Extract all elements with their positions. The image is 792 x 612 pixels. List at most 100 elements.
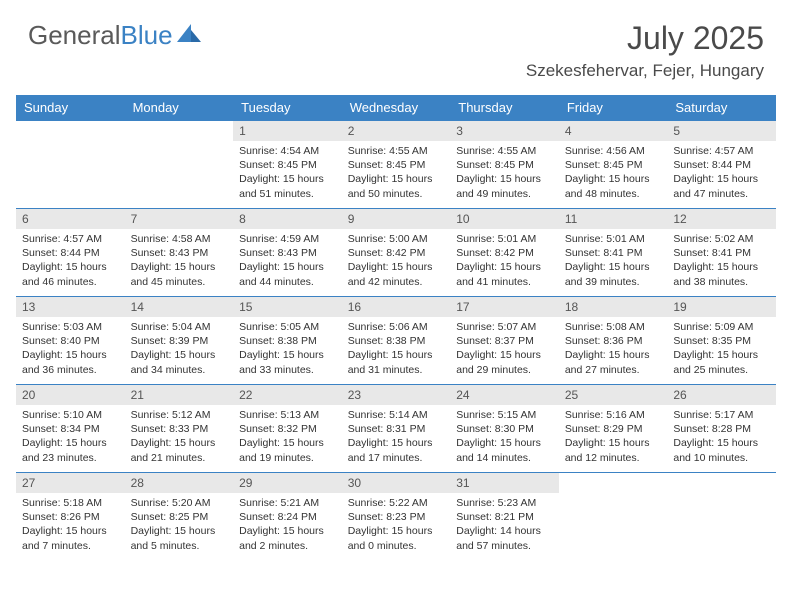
calendar-day-cell: 7Sunrise: 4:58 AMSunset: 8:43 PMDaylight… [125,209,234,297]
day-number: 24 [450,385,559,405]
day-number: 5 [667,121,776,141]
day-details: Sunrise: 5:22 AMSunset: 8:23 PMDaylight:… [342,493,451,556]
day-number: 27 [16,473,125,493]
day-number: 19 [667,297,776,317]
day-number: 23 [342,385,451,405]
day-details: Sunrise: 5:00 AMSunset: 8:42 PMDaylight:… [342,229,451,292]
day-details: Sunrise: 5:04 AMSunset: 8:39 PMDaylight:… [125,317,234,380]
weekday-header: Friday [559,95,668,121]
calendar-week-row: 1Sunrise: 4:54 AMSunset: 8:45 PMDaylight… [16,121,776,209]
day-details: Sunrise: 5:14 AMSunset: 8:31 PMDaylight:… [342,405,451,468]
day-details: Sunrise: 4:57 AMSunset: 8:44 PMDaylight:… [667,141,776,204]
weekday-header: Monday [125,95,234,121]
day-number: 25 [559,385,668,405]
title-block: July 2025 Szekesfehervar, Fejer, Hungary [526,20,764,81]
location-text: Szekesfehervar, Fejer, Hungary [526,61,764,81]
day-number: 11 [559,209,668,229]
calendar-day-cell [16,121,125,209]
day-number: 4 [559,121,668,141]
calendar-day-cell: 5Sunrise: 4:57 AMSunset: 8:44 PMDaylight… [667,121,776,209]
calendar-day-cell: 11Sunrise: 5:01 AMSunset: 8:41 PMDayligh… [559,209,668,297]
calendar-day-cell: 31Sunrise: 5:23 AMSunset: 8:21 PMDayligh… [450,473,559,561]
month-title: July 2025 [526,20,764,57]
day-number: 12 [667,209,776,229]
brand-logo: GeneralBlue [28,20,203,51]
weekday-row: SundayMondayTuesdayWednesdayThursdayFrid… [16,95,776,121]
calendar-day-cell [125,121,234,209]
day-number: 18 [559,297,668,317]
calendar-day-cell: 15Sunrise: 5:05 AMSunset: 8:38 PMDayligh… [233,297,342,385]
calendar-table: SundayMondayTuesdayWednesdayThursdayFrid… [16,95,776,561]
calendar-day-cell: 8Sunrise: 4:59 AMSunset: 8:43 PMDaylight… [233,209,342,297]
calendar-day-cell: 20Sunrise: 5:10 AMSunset: 8:34 PMDayligh… [16,385,125,473]
day-number: 1 [233,121,342,141]
calendar-day-cell: 10Sunrise: 5:01 AMSunset: 8:42 PMDayligh… [450,209,559,297]
calendar-day-cell: 21Sunrise: 5:12 AMSunset: 8:33 PMDayligh… [125,385,234,473]
day-details: Sunrise: 5:03 AMSunset: 8:40 PMDaylight:… [16,317,125,380]
day-details: Sunrise: 4:59 AMSunset: 8:43 PMDaylight:… [233,229,342,292]
day-number: 6 [16,209,125,229]
day-number: 2 [342,121,451,141]
day-number: 8 [233,209,342,229]
day-number: 30 [342,473,451,493]
day-details: Sunrise: 4:55 AMSunset: 8:45 PMDaylight:… [450,141,559,204]
day-number: 26 [667,385,776,405]
day-details: Sunrise: 5:07 AMSunset: 8:37 PMDaylight:… [450,317,559,380]
weekday-header: Thursday [450,95,559,121]
day-number: 22 [233,385,342,405]
weekday-header: Sunday [16,95,125,121]
day-number: 7 [125,209,234,229]
calendar-day-cell: 26Sunrise: 5:17 AMSunset: 8:28 PMDayligh… [667,385,776,473]
day-details: Sunrise: 5:16 AMSunset: 8:29 PMDaylight:… [559,405,668,468]
day-details: Sunrise: 5:05 AMSunset: 8:38 PMDaylight:… [233,317,342,380]
calendar-day-cell: 28Sunrise: 5:20 AMSunset: 8:25 PMDayligh… [125,473,234,561]
day-details: Sunrise: 5:09 AMSunset: 8:35 PMDaylight:… [667,317,776,380]
day-number: 16 [342,297,451,317]
calendar-week-row: 27Sunrise: 5:18 AMSunset: 8:26 PMDayligh… [16,473,776,561]
day-details: Sunrise: 5:13 AMSunset: 8:32 PMDaylight:… [233,405,342,468]
calendar-week-row: 6Sunrise: 4:57 AMSunset: 8:44 PMDaylight… [16,209,776,297]
calendar-day-cell: 27Sunrise: 5:18 AMSunset: 8:26 PMDayligh… [16,473,125,561]
day-details: Sunrise: 5:02 AMSunset: 8:41 PMDaylight:… [667,229,776,292]
day-details: Sunrise: 5:21 AMSunset: 8:24 PMDaylight:… [233,493,342,556]
calendar-day-cell: 4Sunrise: 4:56 AMSunset: 8:45 PMDaylight… [559,121,668,209]
calendar-day-cell: 16Sunrise: 5:06 AMSunset: 8:38 PMDayligh… [342,297,451,385]
calendar-day-cell: 14Sunrise: 5:04 AMSunset: 8:39 PMDayligh… [125,297,234,385]
calendar-head: SundayMondayTuesdayWednesdayThursdayFrid… [16,95,776,121]
day-number: 9 [342,209,451,229]
brand-blue: Blue [121,20,173,51]
day-number: 10 [450,209,559,229]
day-number: 13 [16,297,125,317]
day-details: Sunrise: 4:58 AMSunset: 8:43 PMDaylight:… [125,229,234,292]
day-details: Sunrise: 5:01 AMSunset: 8:41 PMDaylight:… [559,229,668,292]
calendar-day-cell: 2Sunrise: 4:55 AMSunset: 8:45 PMDaylight… [342,121,451,209]
calendar-day-cell: 1Sunrise: 4:54 AMSunset: 8:45 PMDaylight… [233,121,342,209]
weekday-header: Tuesday [233,95,342,121]
calendar-day-cell: 30Sunrise: 5:22 AMSunset: 8:23 PMDayligh… [342,473,451,561]
calendar-day-cell: 25Sunrise: 5:16 AMSunset: 8:29 PMDayligh… [559,385,668,473]
day-details: Sunrise: 5:01 AMSunset: 8:42 PMDaylight:… [450,229,559,292]
day-number: 29 [233,473,342,493]
calendar-day-cell: 17Sunrise: 5:07 AMSunset: 8:37 PMDayligh… [450,297,559,385]
day-details: Sunrise: 5:17 AMSunset: 8:28 PMDaylight:… [667,405,776,468]
day-details: Sunrise: 5:18 AMSunset: 8:26 PMDaylight:… [16,493,125,556]
day-details: Sunrise: 5:08 AMSunset: 8:36 PMDaylight:… [559,317,668,380]
day-details: Sunrise: 4:56 AMSunset: 8:45 PMDaylight:… [559,141,668,204]
calendar-day-cell: 24Sunrise: 5:15 AMSunset: 8:30 PMDayligh… [450,385,559,473]
day-number: 28 [125,473,234,493]
calendar-body: 1Sunrise: 4:54 AMSunset: 8:45 PMDaylight… [16,121,776,561]
day-details: Sunrise: 4:54 AMSunset: 8:45 PMDaylight:… [233,141,342,204]
day-number: 3 [450,121,559,141]
day-details: Sunrise: 5:15 AMSunset: 8:30 PMDaylight:… [450,405,559,468]
calendar-day-cell: 12Sunrise: 5:02 AMSunset: 8:41 PMDayligh… [667,209,776,297]
calendar-day-cell: 9Sunrise: 5:00 AMSunset: 8:42 PMDaylight… [342,209,451,297]
day-number: 15 [233,297,342,317]
calendar-day-cell: 29Sunrise: 5:21 AMSunset: 8:24 PMDayligh… [233,473,342,561]
day-details: Sunrise: 5:10 AMSunset: 8:34 PMDaylight:… [16,405,125,468]
day-details: Sunrise: 5:23 AMSunset: 8:21 PMDaylight:… [450,493,559,556]
calendar-day-cell: 3Sunrise: 4:55 AMSunset: 8:45 PMDaylight… [450,121,559,209]
calendar-day-cell: 13Sunrise: 5:03 AMSunset: 8:40 PMDayligh… [16,297,125,385]
day-number: 31 [450,473,559,493]
day-number: 17 [450,297,559,317]
day-details: Sunrise: 4:55 AMSunset: 8:45 PMDaylight:… [342,141,451,204]
